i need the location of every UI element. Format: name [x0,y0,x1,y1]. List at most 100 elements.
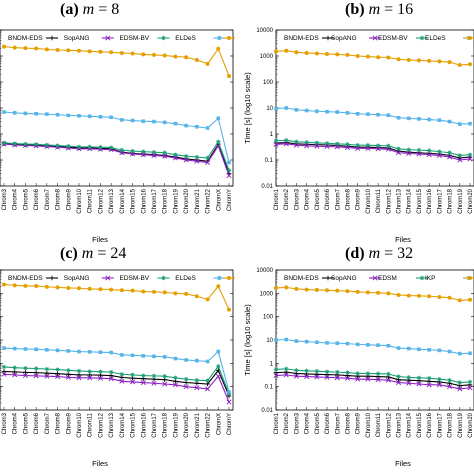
data-point [33,366,39,371]
data-point [274,49,278,54]
x-tick-label: Chrom7 [45,412,51,434]
y-tick-label: 10 [266,106,273,112]
data-point [162,290,167,295]
x-axis-label: Files [395,459,411,468]
data-point [119,51,124,56]
data-point [304,374,310,380]
series-sopang [273,372,473,392]
data-point [109,50,114,55]
data-point [437,294,442,299]
legend-marker [217,36,222,40]
data-point [216,139,221,145]
data-point [151,152,157,158]
data-point [194,158,200,164]
data-point [87,114,92,119]
series-edsm-bv [1,139,232,173]
data-point [335,52,340,57]
data-point [386,343,391,348]
x-tick-label: Chrom1 [274,412,280,434]
data-point [325,109,329,114]
data-point [66,48,71,53]
data-point [55,348,60,353]
data-point [23,46,28,51]
panel-title: (d) m = 32 [345,245,413,262]
x-tick-label: Chrom1 [274,188,280,210]
data-point [355,111,360,116]
data-point [447,119,452,124]
data-point [151,149,157,155]
data-point [141,52,146,57]
x-tick-label: Chrom8 [345,188,351,210]
data-point [216,116,221,121]
x-tick-label: Chrom7 [45,188,51,210]
data-point [437,118,442,122]
data-point [87,286,92,291]
series-edsm-bv [273,137,473,158]
chart-panel-4: 0.01 0.1 1 10 100 1000 10000 Chrom1 Chrom2 Chrom3… [243,245,474,468]
series-sopang [273,141,473,163]
data-point [162,381,168,387]
x-tick-label: Chrom11 [376,412,382,437]
data-point [162,120,167,125]
data-point [355,342,360,347]
data-point [23,370,28,375]
data-point [284,48,289,53]
x-tick-label: Chrom20 [184,412,190,437]
x-tick-label: Chrom6 [325,188,331,210]
data-point [195,124,199,129]
legend-marker [325,35,331,41]
data-point [406,116,411,121]
x-tick-label: Chrom20 [184,188,190,213]
data-point [130,118,135,123]
data-point [344,375,350,381]
data-point [437,348,442,353]
data-point [151,373,157,379]
x-tick-label: Chrom16 [141,412,147,437]
x-tick-label: Chrom5 [23,412,29,434]
legend-label: BNDM-EDS [284,275,319,282]
data-point [23,365,28,371]
data-point [76,144,82,150]
data-point [447,60,452,65]
data-point [314,143,320,149]
data-point [151,380,157,386]
series-line [3,46,230,77]
data-point [141,354,146,358]
x-tick-label: Chrom19 [173,412,179,437]
chart-panel-1: Chrom3 Chrom4 Chrom5 Chrom6 Chrom7 Chrom8 Chro… [0,1,235,244]
data-point [130,379,136,385]
series-ikp [274,337,472,356]
series-line [3,347,230,392]
legend-marker [49,275,55,281]
data-point [457,298,462,303]
data-point [406,346,411,351]
data-point [55,143,60,148]
data-point [162,153,168,159]
data-point [335,110,340,114]
data-point [427,117,431,122]
series-line [3,140,230,171]
data-point [194,385,200,391]
x-tick-label: Chrom15 [131,412,137,437]
data-point [55,112,60,117]
data-point [44,47,49,52]
y-tick-label: 1 [270,361,274,367]
data-point [284,106,289,110]
data-point [205,160,211,166]
legend-marker [217,276,222,280]
panel-title: (a) m = 8 [60,1,119,18]
data-point [437,376,442,382]
data-point [365,143,371,148]
data-point [205,386,211,392]
data-point [2,282,6,287]
data-point [345,370,350,375]
data-point [173,152,178,157]
data-point [284,137,289,143]
x-tick-label: Chrom9 [356,188,362,210]
series-unnamed [274,48,472,68]
data-point [304,51,309,56]
data-point [152,52,156,57]
x-tick-label: Chrom2 [284,188,290,210]
data-point [87,350,92,354]
data-point [294,286,299,291]
